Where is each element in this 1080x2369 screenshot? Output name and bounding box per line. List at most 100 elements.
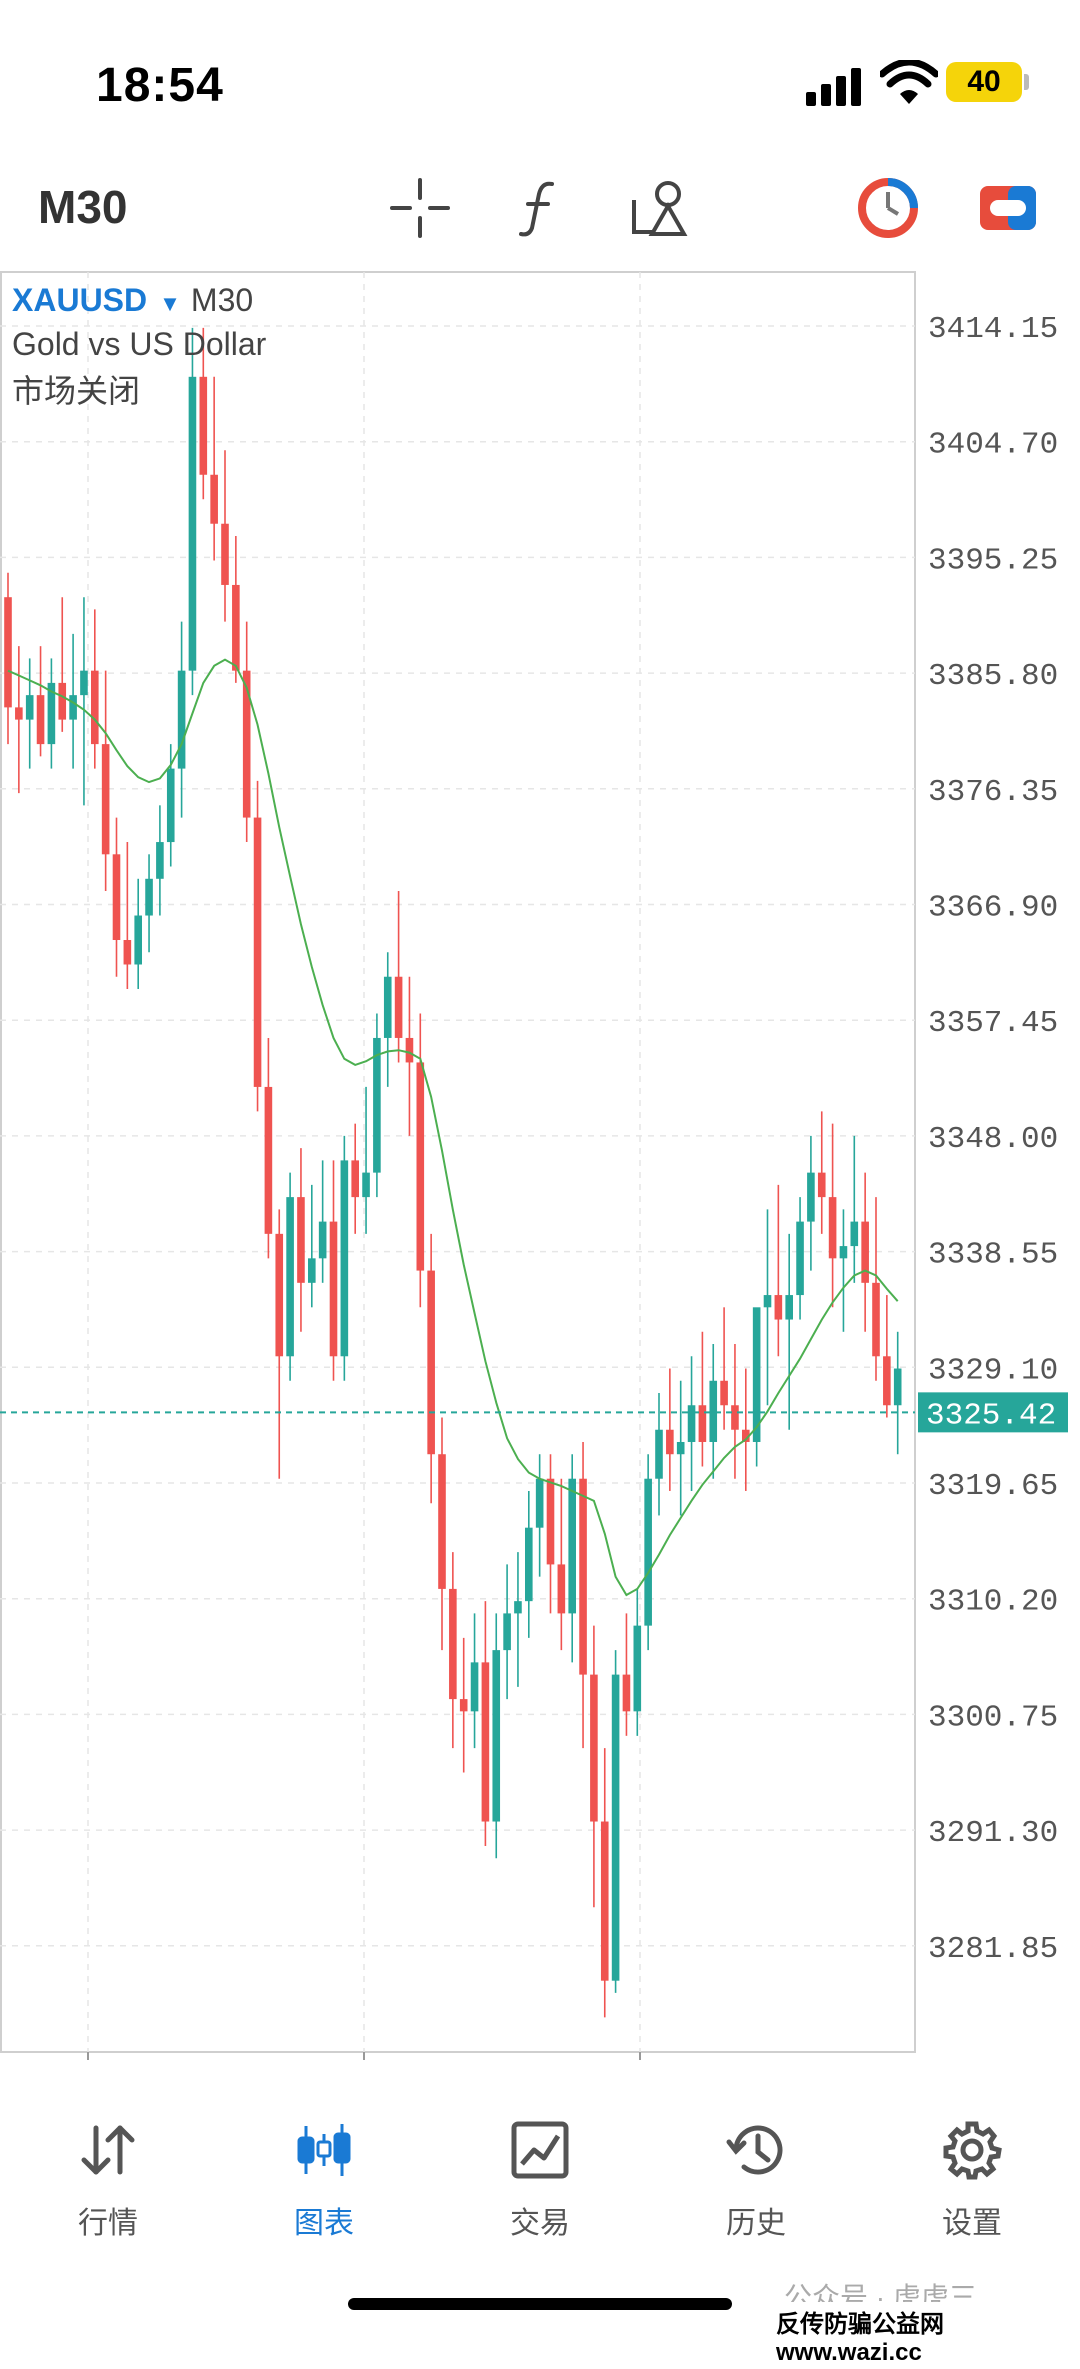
candle-body — [91, 670, 99, 745]
candle-body — [546, 1478, 555, 1565]
toggle-colored-icon[interactable] — [976, 176, 1040, 240]
nav-item-trade[interactable]: 交易 — [470, 2080, 610, 2250]
cellular-signal-icon — [806, 66, 866, 106]
timeframe-button[interactable]: M30 — [38, 181, 128, 233]
candle-body — [427, 1270, 435, 1455]
candle-body — [470, 1662, 479, 1712]
candle-body — [69, 695, 77, 720]
price-tick-label: 3329.10 — [928, 1353, 1058, 1388]
objects-icon[interactable] — [628, 176, 692, 240]
price-chart[interactable]: 3414.15 3404.70 3395.25 3385.80 3376.35 3366.… — [0, 0, 1080, 2060]
candle-body — [492, 1650, 501, 1822]
candles-icon — [297, 2124, 351, 2176]
candle-body — [557, 1564, 566, 1614]
nav-item-quotes[interactable]: 行情 — [38, 2080, 178, 2250]
nav-label: 历史 — [726, 2207, 786, 2240]
candle-body — [600, 1821, 609, 1981]
candle-body — [503, 1613, 511, 1651]
candle-body — [383, 976, 392, 1038]
price-tick-label: 3357.45 — [928, 1006, 1058, 1041]
home-indicator — [348, 2298, 732, 2310]
candle-body — [416, 1062, 425, 1271]
candle-body — [850, 1221, 859, 1247]
candle-body — [351, 1160, 359, 1198]
candle-body — [308, 1258, 316, 1283]
symbol-description: Gold vs US Dollar — [12, 326, 267, 362]
candle-body — [785, 1295, 793, 1320]
candle-body — [481, 1662, 490, 1822]
candle-body — [145, 878, 153, 916]
price-tick-label: 3395.25 — [928, 543, 1058, 578]
candle-body — [633, 1625, 642, 1712]
moving-average-line — [7, 658, 899, 1597]
candle-body — [893, 1368, 902, 1406]
candle-body — [666, 1429, 674, 1455]
candle-body — [449, 1588, 457, 1700]
candle-body — [731, 1405, 739, 1430]
candle-body — [817, 1172, 826, 1198]
battery-icon: 40 — [946, 62, 1022, 102]
candle-body — [709, 1380, 718, 1442]
price-tick-label: 3281.85 — [928, 1932, 1058, 1967]
candle-body — [123, 940, 132, 965]
candle-body — [405, 1037, 414, 1063]
candle-body — [752, 1307, 761, 1442]
symbol-dropdown-icon[interactable]: ▼ — [159, 291, 181, 316]
status-bar: 18:54 40 — [0, 0, 1080, 150]
candle-body — [340, 1160, 349, 1357]
candle-body — [80, 670, 88, 696]
candle-body — [15, 707, 23, 720]
price-tick-label: 3376.35 — [928, 775, 1058, 810]
candle-body — [525, 1527, 533, 1602]
candle-body — [676, 1441, 685, 1455]
candle-body — [872, 1282, 880, 1357]
candle-body — [568, 1478, 576, 1614]
candle-body — [514, 1601, 522, 1614]
candle-body — [883, 1356, 891, 1406]
quotes-arrows-icon — [81, 2125, 135, 2175]
status-time: 18:54 — [96, 59, 224, 112]
price-tick-label: 3291.30 — [928, 1816, 1058, 1851]
history-clock-icon — [726, 2125, 783, 2175]
nav-item-chart[interactable]: 图表 — [254, 2080, 394, 2250]
candle-body — [264, 1086, 273, 1234]
settings-gear-icon — [943, 2121, 1002, 2180]
nav-item-history[interactable]: 历史 — [686, 2080, 826, 2250]
price-tick-label: 3366.90 — [928, 891, 1058, 926]
candle-body — [286, 1197, 294, 1357]
candle-body — [459, 1699, 468, 1712]
symbol-name[interactable]: XAUUSD — [12, 282, 148, 318]
candle-body — [210, 474, 218, 524]
candle-body — [232, 584, 240, 671]
nav-label: 设置 — [942, 2207, 1002, 2240]
candle-body — [839, 1246, 848, 1259]
candle-body — [177, 670, 186, 769]
price-tick-label: 3338.55 — [928, 1238, 1058, 1273]
candle-body — [828, 1197, 837, 1259]
candle-body — [134, 915, 142, 965]
price-tick-label: 3319.65 — [928, 1469, 1058, 1504]
chart-toolbar: M30 — [0, 150, 1080, 270]
candle-body — [796, 1221, 804, 1296]
crosshair-icon[interactable] — [388, 176, 452, 240]
candle-body — [318, 1221, 327, 1259]
candle-body — [644, 1478, 652, 1626]
nav-label: 交易 — [510, 2207, 570, 2240]
symbol-header[interactable]: XAUUSD ▼ M30 — [12, 282, 253, 319]
nav-item-settings[interactable]: 设置 — [902, 2080, 1042, 2250]
price-tick-label: 3385.80 — [928, 659, 1058, 694]
candle-body — [655, 1429, 663, 1479]
candle-body — [698, 1405, 707, 1442]
wifi-icon — [880, 60, 938, 104]
candle-body — [25, 695, 34, 720]
candle-body — [687, 1405, 696, 1442]
candle-body — [101, 744, 110, 855]
indicator-icon[interactable] — [508, 176, 572, 240]
candle-body — [221, 523, 229, 585]
price-tick-label: 3404.70 — [928, 428, 1058, 463]
candle-body — [166, 768, 175, 843]
price-tick-label: 3414.15 — [928, 312, 1058, 347]
clock-colored-icon[interactable] — [856, 176, 920, 240]
price-tick-label: 3348.00 — [928, 1122, 1058, 1157]
candle-body — [4, 597, 12, 708]
